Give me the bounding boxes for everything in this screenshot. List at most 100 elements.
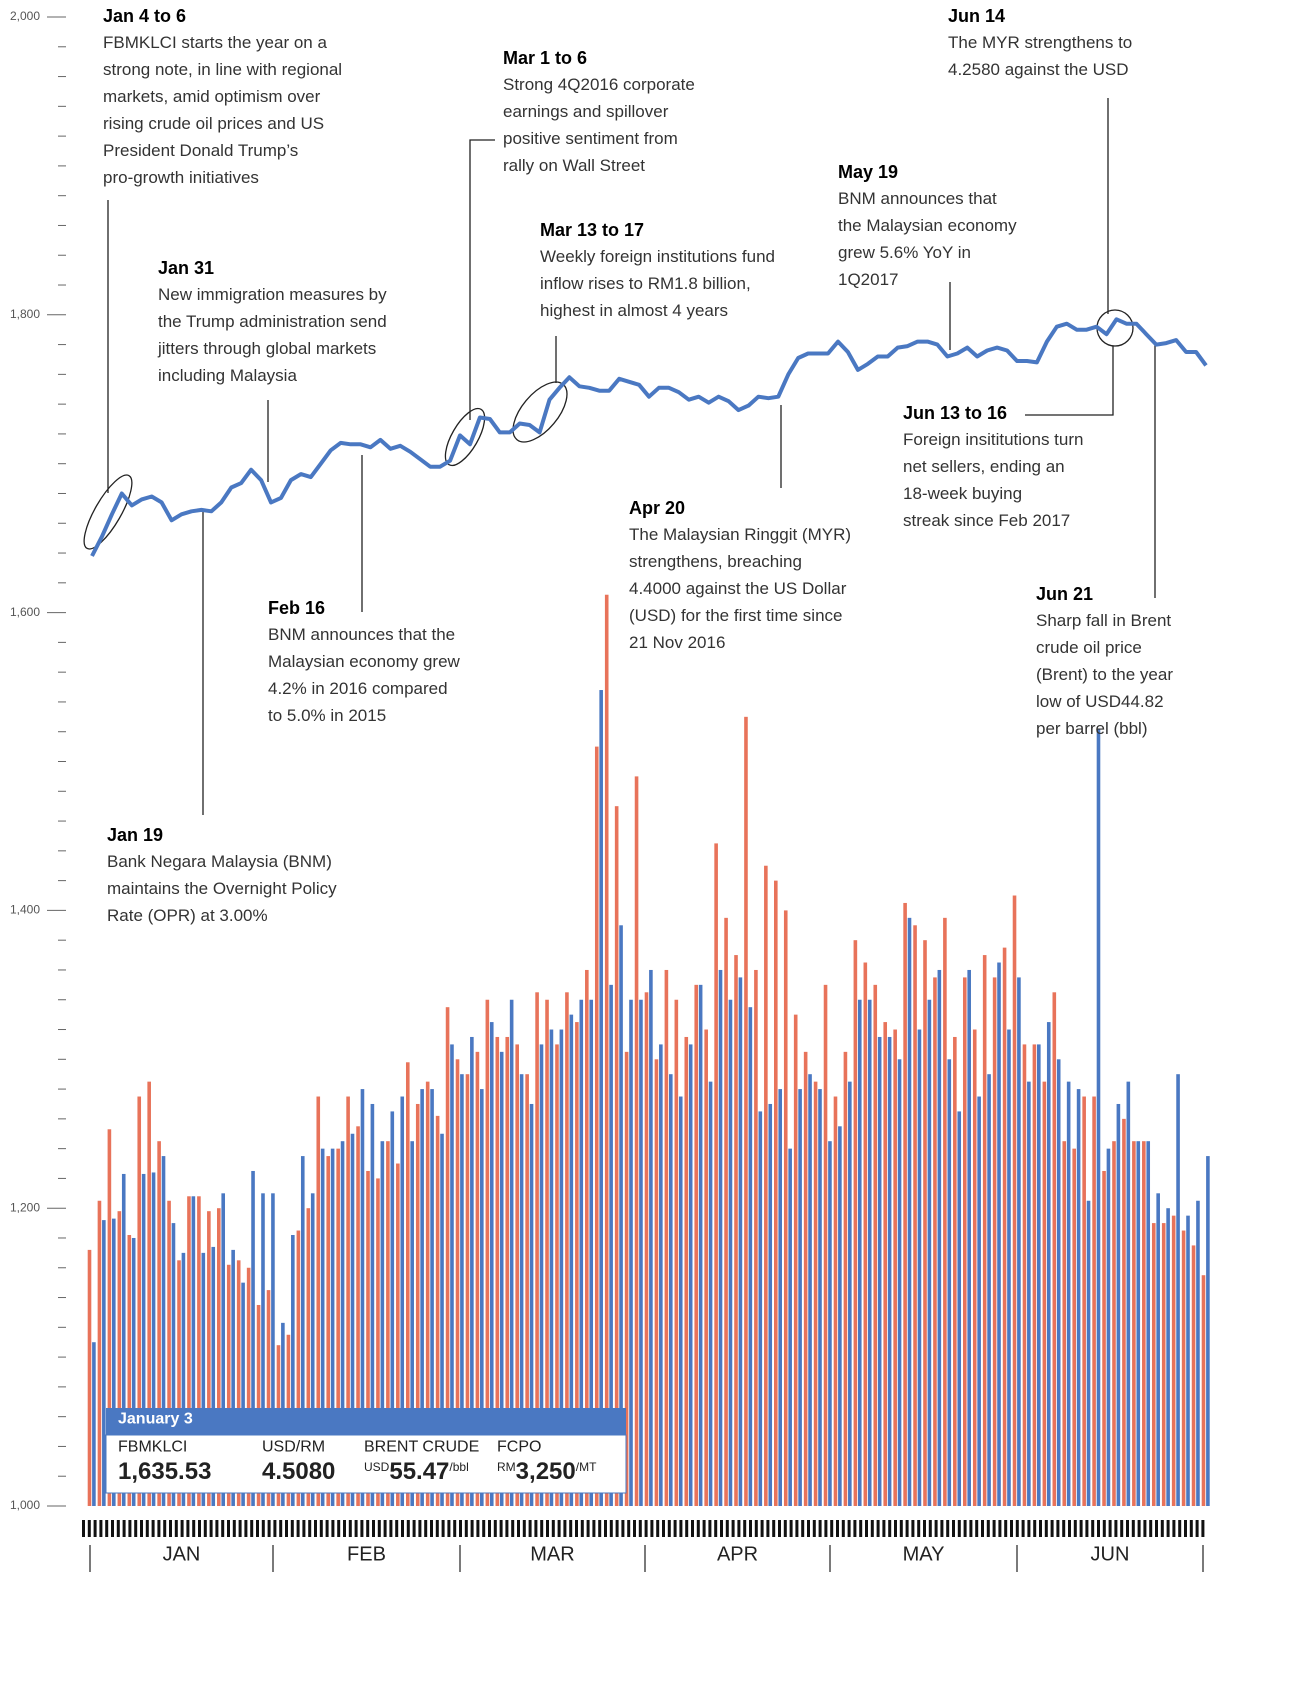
strip-dash (737, 1520, 741, 1537)
annotation-text: strengthens, breaching (629, 552, 802, 571)
bar (798, 1089, 802, 1506)
bar (480, 1089, 484, 1506)
strip-dash (534, 1520, 538, 1537)
bar (813, 1081, 818, 1506)
info-prefix: RM (497, 1460, 516, 1474)
strip-dash (290, 1520, 294, 1537)
strip-dash (360, 1520, 364, 1537)
bar (310, 1193, 315, 1506)
bar (127, 1235, 132, 1506)
strip-dash (604, 1520, 607, 1537)
bar (678, 1096, 683, 1506)
bar (241, 1282, 245, 1506)
strip-dash (1097, 1520, 1100, 1537)
strip-dash (157, 1520, 161, 1537)
bar (843, 1051, 848, 1506)
strip-dash (1073, 1520, 1077, 1537)
bar (933, 977, 937, 1506)
bar (117, 1211, 122, 1506)
strip-dash (198, 1520, 201, 1537)
bar (291, 1235, 295, 1506)
annotation-title: Jan 4 to 6 (103, 6, 186, 26)
month-label: JAN (163, 1544, 201, 1566)
bar (1052, 992, 1057, 1506)
bar (1012, 895, 1017, 1506)
info-label: USD/RM (262, 1438, 325, 1455)
bar (1116, 1103, 1121, 1506)
strip-dash (743, 1520, 747, 1537)
bar (1027, 1081, 1031, 1506)
bar (1122, 1118, 1126, 1506)
strip-dash (917, 1520, 921, 1537)
strip-dash (615, 1520, 619, 1537)
strip-dash (778, 1520, 781, 1537)
strip-dash (725, 1520, 729, 1537)
bar (545, 999, 549, 1506)
strip-dash (928, 1520, 932, 1537)
strip-dash (708, 1520, 712, 1537)
leader-line (1025, 346, 1114, 416)
strip-dash (981, 1520, 984, 1537)
bar (256, 1304, 261, 1506)
bar (495, 1036, 500, 1506)
strip-dash (1085, 1520, 1089, 1537)
strip-dash (998, 1520, 1002, 1537)
bar (1201, 1275, 1206, 1506)
strip-dash (1184, 1520, 1187, 1537)
strip-dash (470, 1520, 474, 1537)
annotation-text: highest in almost 4 years (540, 301, 728, 320)
bar (211, 1246, 216, 1506)
annotation-text: 4.2% in 2016 compared (268, 679, 448, 698)
strip-dash (1050, 1520, 1054, 1537)
bar (957, 1111, 962, 1506)
bar (300, 1156, 305, 1506)
bar (539, 1044, 544, 1506)
bar (509, 999, 514, 1506)
annotation-text: Bank Negara Malaysia (BNM) (107, 852, 332, 871)
bar (261, 1193, 265, 1506)
strip-dash (609, 1520, 613, 1537)
strip-dash (865, 1520, 868, 1537)
bar (768, 1103, 773, 1506)
annotation-text: (Brent) to the year (1036, 665, 1173, 684)
bar (1156, 1193, 1160, 1506)
strip-dash (116, 1520, 120, 1537)
bar (1032, 1044, 1037, 1506)
strip-dash (783, 1520, 787, 1537)
strip-dash (754, 1520, 758, 1537)
bar (758, 1111, 763, 1506)
strip-dash (691, 1520, 694, 1537)
bar (316, 1096, 321, 1506)
bar (525, 1074, 529, 1506)
strip-dash (348, 1520, 352, 1537)
bar (1166, 1208, 1170, 1506)
strip-dash (540, 1520, 544, 1537)
strip-dash (140, 1520, 143, 1537)
strip-dash (302, 1520, 306, 1537)
strip-dash (667, 1520, 671, 1537)
bar (923, 940, 927, 1506)
bar (137, 1096, 142, 1506)
strip-dash (238, 1520, 242, 1537)
bar (236, 1260, 241, 1506)
bar (599, 690, 603, 1506)
bar (320, 1148, 325, 1506)
strip-dash (493, 1520, 497, 1537)
bar (624, 1051, 629, 1506)
bar (629, 999, 633, 1506)
strip-dash (598, 1520, 602, 1537)
strip-dash (685, 1520, 689, 1537)
strip-dash (93, 1520, 97, 1537)
strip-dash (366, 1520, 370, 1537)
bars (87, 594, 1210, 1506)
bar (783, 910, 788, 1506)
info-suffix: /MT (576, 1460, 597, 1474)
strip-dash (174, 1520, 178, 1537)
bar (1151, 1223, 1156, 1506)
annotation-text: Sharp fall in Brent (1036, 611, 1171, 630)
strip-dash (221, 1520, 225, 1537)
bar (654, 1059, 659, 1506)
bar (1206, 1156, 1210, 1506)
strip-dash (1131, 1520, 1135, 1537)
